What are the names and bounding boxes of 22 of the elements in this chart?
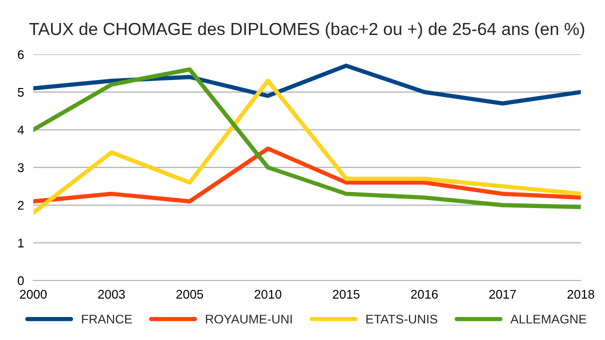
y-tick-label: 6: [18, 50, 24, 60]
x-tick-label: 2003: [98, 290, 125, 299]
chart-title: TAUX de CHOMAGE des DIPLOMES (bac+2 ou +) de 25-64 ans (en %): [29, 22, 584, 39]
line-series: [33, 64, 581, 106]
x-tick-label: 2010: [254, 290, 282, 299]
legend-label: ETATS-UNIS: [366, 314, 438, 324]
y-tick-label: 1: [18, 238, 24, 248]
y-tick-label: 4: [18, 126, 24, 134]
legend-label: FRANCE: [82, 314, 132, 324]
x-tick-label: 2018: [568, 290, 594, 299]
y-tick-label: 0: [18, 276, 24, 286]
x-tick-label: 2016: [411, 290, 438, 299]
line-series: [33, 146, 581, 204]
x-tick-label: 2005: [176, 290, 204, 299]
x-tick-label: 2017: [489, 290, 516, 299]
legend-label: ALLEMAGNE: [510, 314, 586, 324]
legend-label: ROYAUME-UNI: [206, 314, 292, 324]
y-tick-label: 3: [18, 163, 24, 172]
y-tick-label: 5: [18, 88, 24, 97]
x-tick-label: 2000: [20, 290, 47, 299]
y-tick-label: 2: [18, 200, 24, 210]
x-tick-label: 2015: [332, 290, 360, 299]
